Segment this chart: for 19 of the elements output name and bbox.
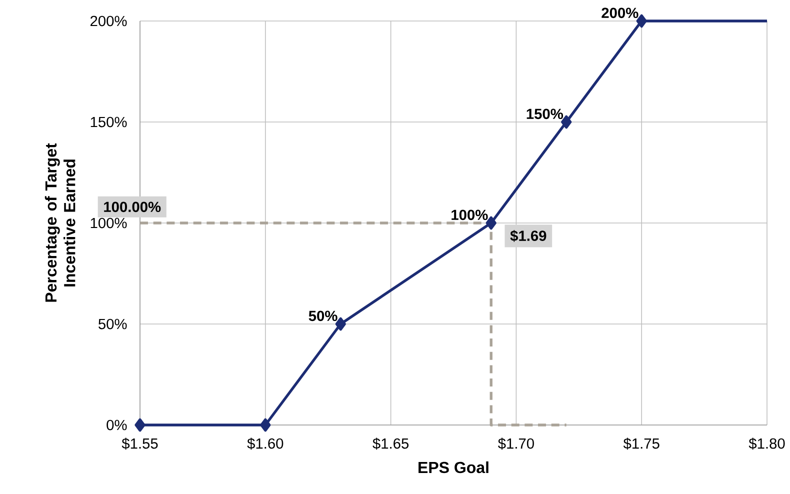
y-tick-label: 150%: [90, 116, 127, 128]
x-tick-label: $1.80: [748, 438, 785, 450]
data-label: 100%: [452, 210, 488, 220]
y-tick-label: 200%: [90, 16, 127, 26]
x-tick-label: $1.65: [372, 438, 409, 450]
x-tick-label: $1.70: [498, 438, 534, 450]
data-label: 200%: [602, 8, 638, 18]
y-tick-label: 50%: [98, 318, 127, 330]
x-tick-label: $1.75: [623, 438, 660, 450]
data-label: 150%: [526, 108, 564, 120]
y-tick-label: 0%: [106, 420, 127, 430]
x-axis-title: EPS Goal: [418, 461, 488, 474]
x-tick-label: $1.55: [122, 438, 158, 450]
annotation: 100.00%: [104, 202, 161, 212]
x-tick-label: $1.60: [247, 438, 284, 450]
annotation: $1.69: [510, 230, 546, 242]
data-label: 50%: [308, 310, 338, 322]
y-axis-title: Percentage of Target Incentive Earned: [44, 143, 76, 302]
y-tick-label: 100%: [90, 218, 127, 228]
